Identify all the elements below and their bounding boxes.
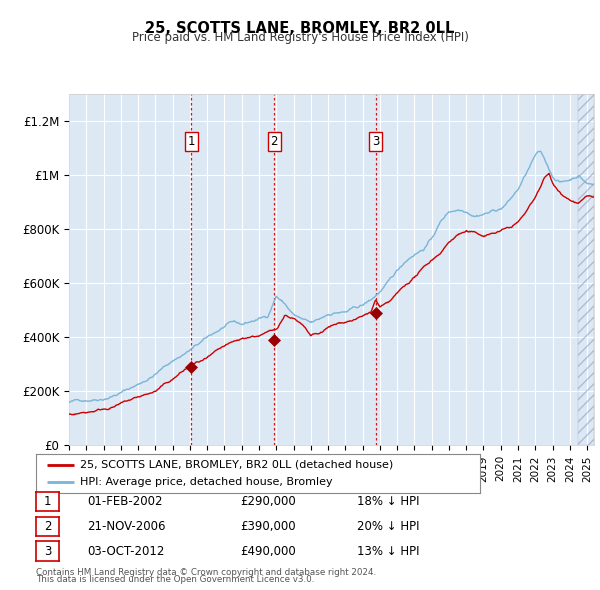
Text: 1: 1: [44, 495, 51, 508]
Text: 20% ↓ HPI: 20% ↓ HPI: [357, 520, 419, 533]
Text: 3: 3: [372, 135, 379, 148]
Text: 18% ↓ HPI: 18% ↓ HPI: [357, 495, 419, 508]
Text: 01-FEB-2002: 01-FEB-2002: [87, 495, 163, 508]
Text: Price paid vs. HM Land Registry's House Price Index (HPI): Price paid vs. HM Land Registry's House …: [131, 31, 469, 44]
Text: £290,000: £290,000: [240, 495, 296, 508]
Text: 03-OCT-2012: 03-OCT-2012: [87, 545, 164, 558]
Text: HPI: Average price, detached house, Bromley: HPI: Average price, detached house, Brom…: [80, 477, 333, 487]
Text: 1: 1: [188, 135, 195, 148]
Text: This data is licensed under the Open Government Licence v3.0.: This data is licensed under the Open Gov…: [36, 575, 314, 584]
Text: Contains HM Land Registry data © Crown copyright and database right 2024.: Contains HM Land Registry data © Crown c…: [36, 568, 376, 577]
Text: 3: 3: [44, 545, 51, 558]
Text: £390,000: £390,000: [240, 520, 296, 533]
Text: 25, SCOTTS LANE, BROMLEY, BR2 0LL: 25, SCOTTS LANE, BROMLEY, BR2 0LL: [145, 21, 455, 35]
Text: 21-NOV-2006: 21-NOV-2006: [87, 520, 166, 533]
Text: £490,000: £490,000: [240, 545, 296, 558]
Text: 2: 2: [44, 520, 51, 533]
Text: 13% ↓ HPI: 13% ↓ HPI: [357, 545, 419, 558]
Text: 25, SCOTTS LANE, BROMLEY, BR2 0LL (detached house): 25, SCOTTS LANE, BROMLEY, BR2 0LL (detac…: [80, 460, 394, 470]
Text: 2: 2: [271, 135, 278, 148]
